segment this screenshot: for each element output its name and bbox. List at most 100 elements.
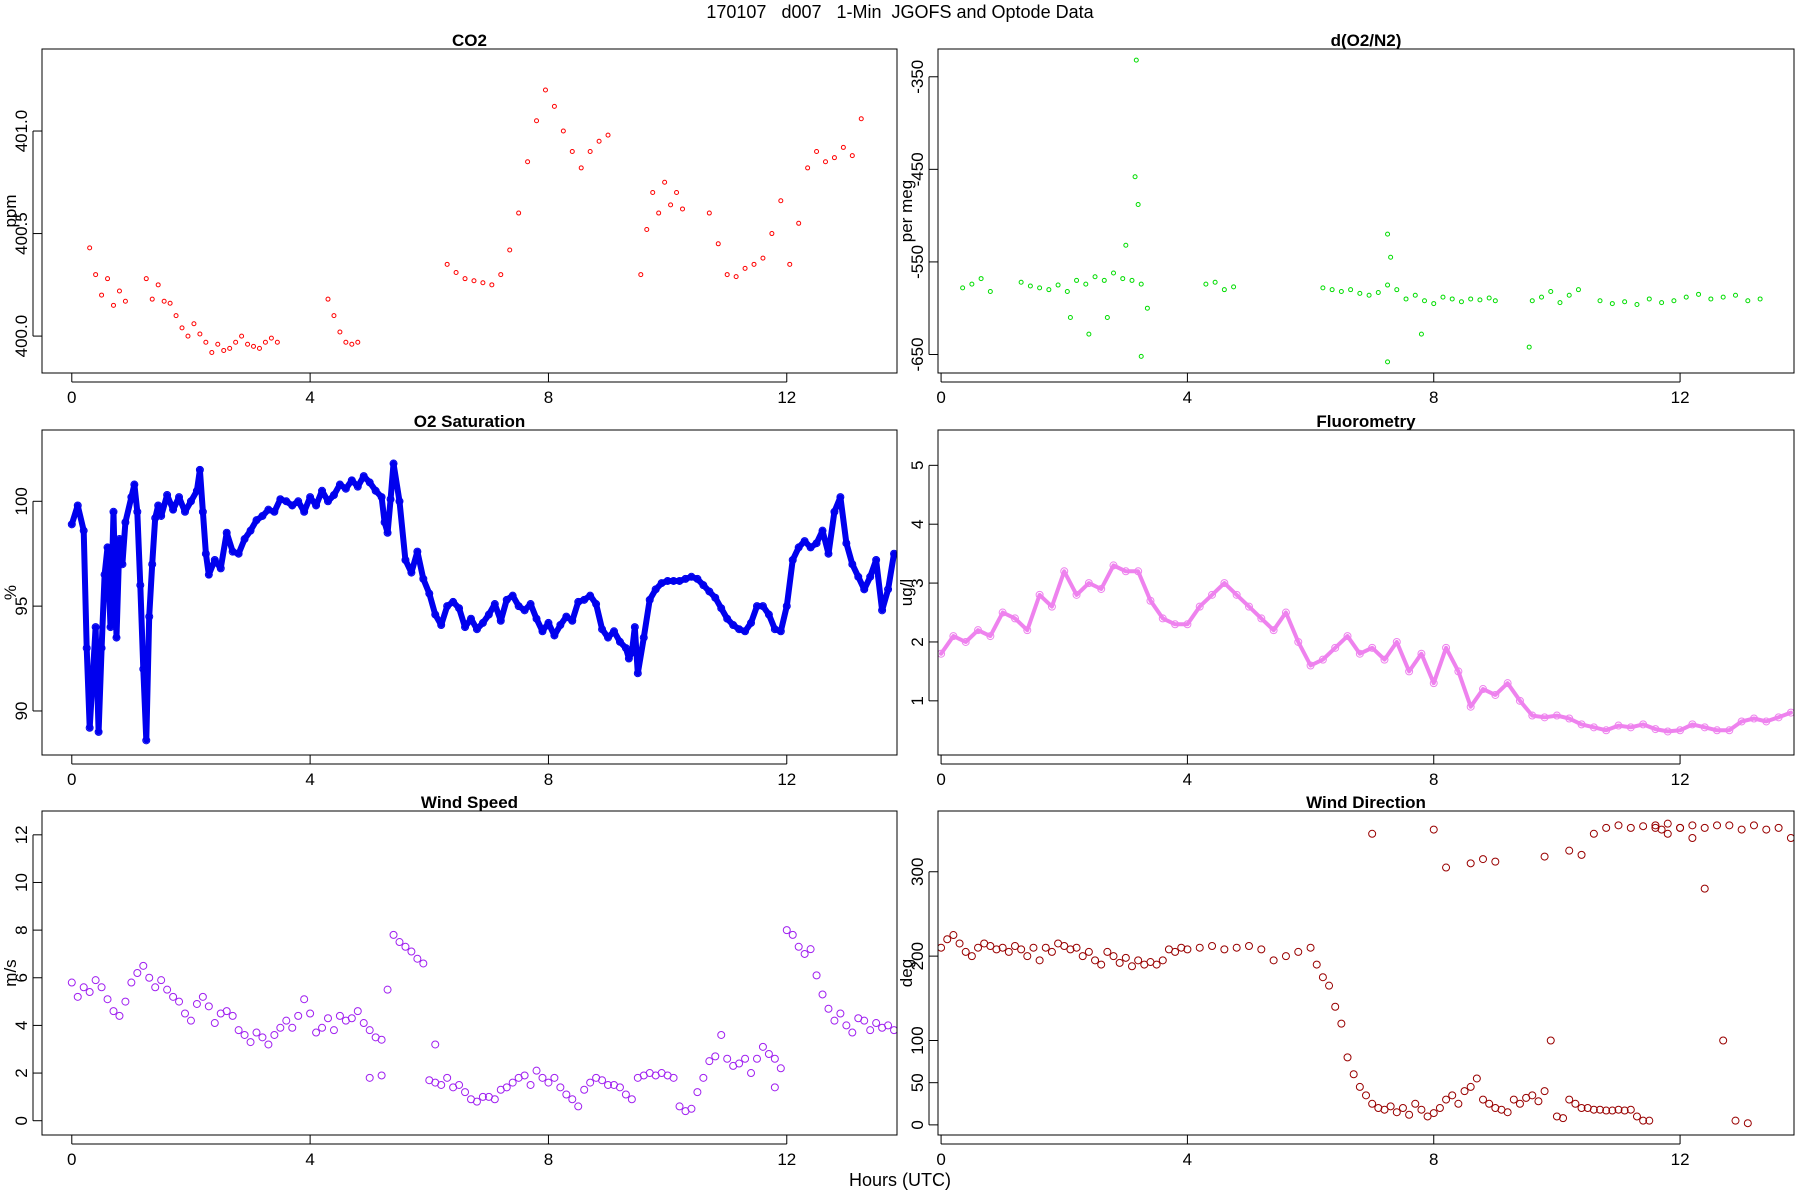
data-point xyxy=(1171,947,1180,956)
data-point xyxy=(151,983,160,992)
data-point xyxy=(157,511,166,520)
data-point xyxy=(812,971,821,980)
y-tick-label: 4 xyxy=(12,1021,31,1030)
data-point xyxy=(274,339,280,345)
data-point xyxy=(1663,829,1672,838)
data-point xyxy=(1431,301,1437,307)
data-point xyxy=(1343,1053,1352,1062)
data-point xyxy=(282,1016,291,1025)
data-point xyxy=(1683,294,1689,300)
data-point xyxy=(437,1080,446,1089)
data-point xyxy=(191,321,197,327)
data-point xyxy=(884,585,893,594)
data-point xyxy=(1700,884,1709,893)
data-point xyxy=(890,1026,897,1035)
data-point xyxy=(770,1054,779,1063)
data-point xyxy=(1577,1104,1586,1112)
data-point xyxy=(91,976,100,985)
data-point xyxy=(121,997,130,1006)
data-point xyxy=(723,1054,732,1063)
data-point xyxy=(1762,825,1771,834)
data-point xyxy=(1417,649,1426,658)
data-point xyxy=(1609,301,1615,307)
data-point xyxy=(490,1095,499,1104)
data-point xyxy=(210,1019,219,1028)
data-point xyxy=(1479,855,1488,864)
data-point xyxy=(353,1007,362,1016)
data-point xyxy=(1565,1095,1574,1104)
data-point xyxy=(1023,952,1032,961)
y-tick-label: 300 xyxy=(908,858,927,886)
plot-area xyxy=(938,819,1794,1128)
data-point xyxy=(638,272,644,278)
data-point xyxy=(386,495,395,504)
data-point xyxy=(1485,1099,1494,1108)
y-tick-label: 2 xyxy=(908,637,927,646)
plot-frame xyxy=(41,810,898,1136)
data-point xyxy=(1306,661,1315,670)
data-point xyxy=(818,990,827,999)
data-point xyxy=(1528,711,1537,720)
data-point xyxy=(461,1088,470,1097)
data-point xyxy=(294,497,303,506)
data-point xyxy=(1355,649,1364,658)
y-tick-label: 12 xyxy=(12,825,31,844)
data-point xyxy=(1602,1106,1611,1115)
data-point xyxy=(760,255,766,261)
data-point xyxy=(1713,726,1722,735)
data-point xyxy=(805,165,811,171)
data-point xyxy=(472,1097,481,1106)
plot-area xyxy=(67,926,897,1116)
data-point xyxy=(627,648,636,657)
data-point xyxy=(872,1019,881,1028)
data-point xyxy=(1429,679,1438,688)
data-point xyxy=(1719,1036,1728,1045)
x-tick-label: 12 xyxy=(1671,1150,1690,1169)
data-point xyxy=(574,1102,583,1111)
data-point xyxy=(787,261,793,267)
data-point xyxy=(1331,1002,1340,1011)
y-tick-label: 4 xyxy=(908,519,927,528)
data-point xyxy=(163,491,172,499)
data-point xyxy=(1466,1082,1475,1091)
x-tick-label: 8 xyxy=(1429,1150,1438,1169)
data-point xyxy=(788,930,797,939)
data-point xyxy=(197,331,203,337)
data-point xyxy=(1477,297,1483,303)
data-point xyxy=(1749,714,1758,723)
data-point xyxy=(1460,1087,1469,1096)
data-point xyxy=(1596,1105,1605,1114)
y-tick-label: 0 xyxy=(12,1116,31,1125)
data-point xyxy=(461,623,470,632)
data-point xyxy=(860,1016,869,1025)
data-point xyxy=(318,1023,327,1032)
data-point xyxy=(1220,579,1229,588)
data-point xyxy=(1183,620,1192,629)
data-point xyxy=(534,118,540,124)
data-point xyxy=(1318,655,1327,664)
plot-frame xyxy=(41,429,898,756)
data-point xyxy=(234,1026,243,1035)
data-point xyxy=(1639,720,1648,729)
data-point xyxy=(443,1073,452,1082)
y-axis-label: ug/l xyxy=(897,579,916,606)
data-point xyxy=(1696,291,1702,297)
data-point xyxy=(67,978,76,987)
data-point xyxy=(1557,300,1563,306)
data-point xyxy=(1394,287,1400,293)
data-point xyxy=(1676,823,1685,832)
data-point xyxy=(1671,298,1677,304)
x-tick-label: 12 xyxy=(777,770,796,789)
data-point xyxy=(169,992,178,1001)
data-point xyxy=(998,608,1007,617)
data-point xyxy=(776,627,785,636)
data-point xyxy=(1688,834,1697,842)
panel-1: CO2 0 4 8 12 400.0 400.5 401.0 ppm xyxy=(1,31,898,407)
data-point xyxy=(1368,643,1377,652)
data-point xyxy=(711,593,720,602)
data-point xyxy=(122,298,128,304)
data-point xyxy=(1171,620,1180,629)
data-point xyxy=(1608,1106,1617,1115)
data-point xyxy=(866,572,875,581)
data-point xyxy=(198,507,207,516)
